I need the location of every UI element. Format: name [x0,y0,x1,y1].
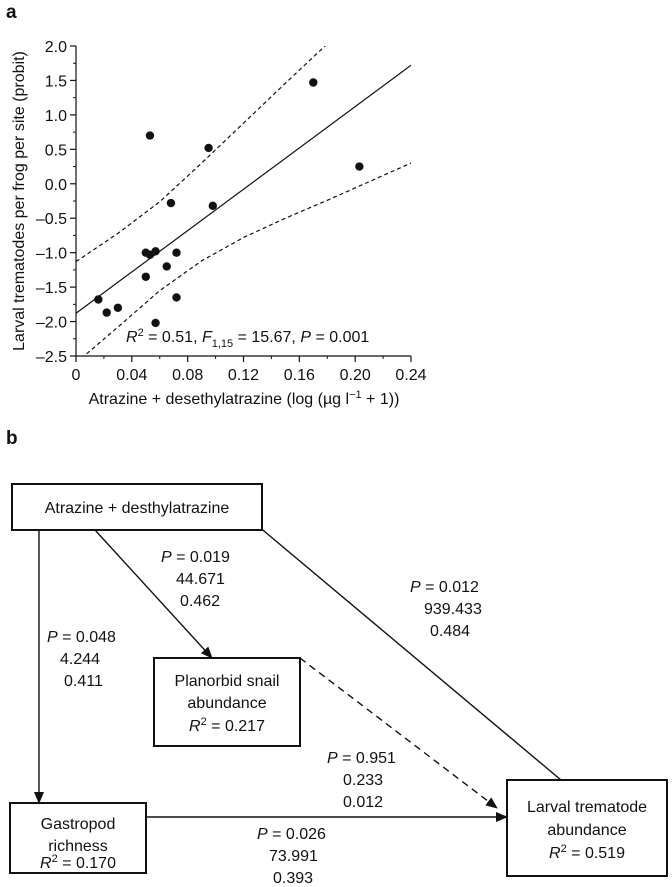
x-tick-label: 0.04 [116,367,147,384]
x-tick-label: 0.20 [340,367,371,384]
y-tick-label: 1.5 [45,73,67,90]
y-tick-label: –1.0 [36,246,67,263]
label-atrazine-snail: P = 0.019 44.671 0.462 [161,549,230,610]
x-tick-label: 0.24 [395,367,426,384]
node-gastropod [9,802,147,874]
y-tick-label: 2.0 [45,39,67,56]
node-snail [153,657,301,747]
node-atrazine-label: Atrazine + desthylatrazine [45,500,230,517]
data-point [141,272,150,281]
label-atrazine-trematode: P = 0.012 939.433 0.484 [410,579,482,640]
label-atrazine-gastropod-v1: 4.244 [60,651,100,668]
chart-curves [76,46,411,356]
data-point [204,143,213,153]
y-tick-label: –2.0 [36,315,67,332]
arrow-atrazine-to-trematode [257,525,593,807]
chart-stats-annotation: R2 = 0.51, F1,15 = 15.67, P = 0.001 [126,327,369,350]
data-point [309,78,318,87]
x-tick-label: 0.12 [228,367,259,384]
node-trematode-line1: Larval trematode [527,799,647,816]
label-snail-trematode: P = 0.951 0.233 0.012 [327,750,396,811]
chart-axes: 2.0 1.5 1.0 0.5 0.0 –0.5 –1.0 –1.5 –2.0 –2.5 0 0.04… [36,39,427,384]
y-axis-title: Larval trematodes per frog per site (pro… [11,51,28,351]
data-point [355,162,364,171]
node-gastropod-r2: R2 = 0.170 [40,853,116,872]
label-snail-trematode-v2: 0.012 [343,794,383,811]
panel-label-a: a [6,2,17,23]
label-atrazine-gastropod-v2: 0.411 [64,673,103,690]
data-point [208,201,217,211]
x-axis-title: Atrazine + desethylatrazine (log (µg l−1… [89,389,400,408]
svg-text:P = 0.048: P = 0.048 [47,629,116,646]
label-atrazine-snail-v2: 0.462 [180,593,220,610]
label-snail-trematode-v1: 0.233 [343,772,383,789]
chart-points [94,78,364,328]
label-atrazine-trematode-v1: 939.433 [424,601,482,618]
node-trematode-line2: abundance [547,822,626,839]
node-snail-line2: abundance [187,695,266,712]
data-point [102,308,111,317]
data-point [151,247,160,256]
node-snail-r2: R2 = 0.217 [189,716,265,735]
node-trematode [506,779,668,877]
label-gastropod-trematode-v2: 0.393 [273,870,313,887]
svg-text:P = 0.019: P = 0.019 [161,549,230,566]
arrow-snail-to-trematode [299,657,498,809]
node-snail-line1: Planorbid snail [175,673,280,690]
ci-lower-line [83,162,411,356]
node-gastropod-line1: Gastropod [41,816,116,833]
data-point [172,293,181,302]
data-point [172,248,181,257]
y-tick-label: –1.5 [36,280,67,297]
label-atrazine-snail-v1: 44.671 [176,571,225,588]
y-tick-label: –0.5 [36,211,67,228]
x-tick-label: 0.08 [172,367,203,384]
svg-text:P = 0.012: P = 0.012 [410,579,479,596]
label-gastropod-trematode: P = 0.026 73.991 0.393 [257,826,326,887]
regression-line [76,64,411,314]
data-point [94,295,103,304]
data-point [162,262,171,271]
node-atrazine [11,483,263,531]
node-trematode-r2: R2 = 0.519 [549,843,625,862]
x-tick-label: 0.16 [284,367,315,384]
arrow-atrazine-to-snail [94,529,213,659]
node-gastropod-line2: richness [48,838,108,855]
scatter-chart: 2.0 1.5 1.0 0.5 0.0 –0.5 –1.0 –1.5 –2.0 –2.5 0 0.04… [11,39,427,408]
data-point [151,318,160,328]
y-tick-label: 1.0 [45,108,67,125]
label-gastropod-trematode-v1: 73.991 [269,848,318,865]
data-point [145,131,155,140]
y-tick-label: –2.5 [36,349,67,366]
ci-upper-line [76,46,326,263]
panel-label-b: b [6,428,18,449]
x-tick-label: 0 [72,367,81,384]
y-tick-label: 0.0 [45,177,67,194]
svg-text:P = 0.951: P = 0.951 [327,750,396,767]
data-point [166,198,176,208]
y-tick-label: 0.5 [45,142,67,159]
label-atrazine-gastropod: P = 0.048 4.244 0.411 [47,629,116,690]
label-atrazine-trematode-v2: 0.484 [430,623,470,640]
svg-text:P = 0.026: P = 0.026 [257,826,326,843]
data-point [113,303,123,312]
